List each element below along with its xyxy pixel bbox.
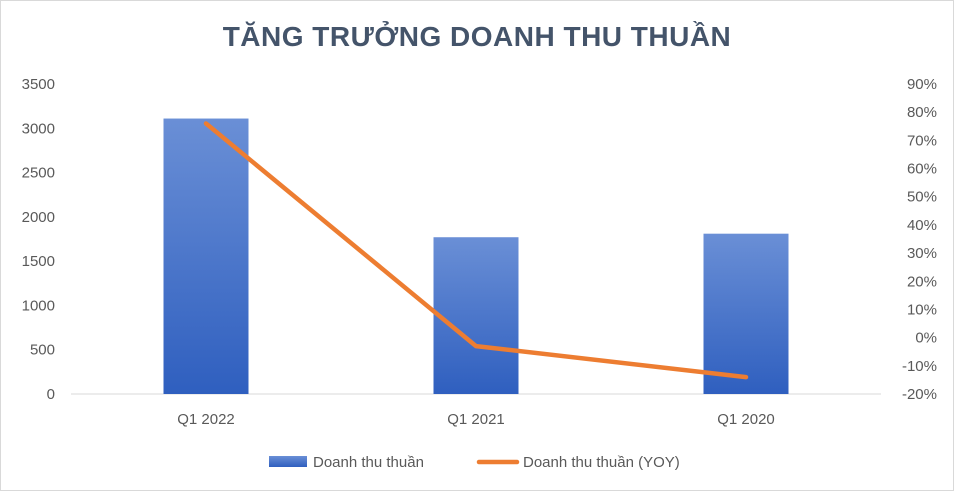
legend-label-line: Doanh thu thuần (YOY) bbox=[523, 454, 680, 471]
bar-doanh-thu-thuan bbox=[163, 118, 249, 395]
category-label: Q1 2022 bbox=[177, 411, 235, 428]
right-axis-tick-label: 90% bbox=[907, 76, 937, 93]
left-axis-tick-label: 1500 bbox=[22, 253, 55, 270]
right-axis-tick-label: -10% bbox=[902, 358, 937, 375]
left-axis-tick-label: 3500 bbox=[22, 76, 55, 93]
bar-doanh-thu-thuan bbox=[703, 233, 789, 394]
left-axis-tick-label: 1000 bbox=[22, 297, 55, 314]
left-axis-tick-label: 2000 bbox=[22, 209, 55, 226]
chart-title: TĂNG TRƯỞNG DOANH THU THUẦN bbox=[222, 21, 732, 52]
right-axis-tick-label: 0% bbox=[915, 330, 937, 347]
right-axis-tick-label: 40% bbox=[907, 217, 937, 234]
right-axis-tick-label: 60% bbox=[907, 161, 937, 178]
right-axis-tick-label: 10% bbox=[907, 301, 937, 318]
legend-swatch-bar bbox=[269, 456, 307, 467]
bar-doanh-thu-thuan bbox=[433, 237, 519, 394]
category-label: Q1 2020 bbox=[717, 411, 775, 428]
right-axis-tick-label: 70% bbox=[907, 132, 937, 149]
right-axis-tick-label: 30% bbox=[907, 245, 937, 262]
left-axis-tick-label: 2500 bbox=[22, 165, 55, 182]
right-axis-tick-label: 50% bbox=[907, 189, 937, 206]
right-axis-tick-label: -20% bbox=[902, 386, 937, 403]
right-axis-tick-label: 80% bbox=[907, 104, 937, 121]
category-label: Q1 2021 bbox=[447, 411, 505, 428]
left-axis-tick-label: 500 bbox=[30, 342, 55, 359]
left-axis-tick-label: 3000 bbox=[22, 120, 55, 137]
left-axis-tick-label: 0 bbox=[47, 386, 55, 403]
right-axis-tick-label: 20% bbox=[907, 273, 937, 290]
legend-label-bar: Doanh thu thuần bbox=[313, 454, 424, 471]
